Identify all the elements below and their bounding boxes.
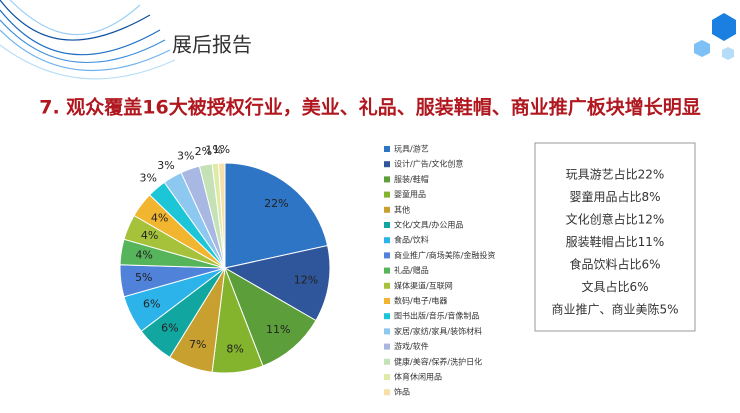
legend-swatch — [384, 282, 390, 289]
legend-label: 文化/文具/办公用品 — [394, 220, 463, 230]
note-line: 文具占比6% — [581, 279, 648, 294]
note-line: 婴童用品占比8% — [569, 189, 660, 204]
data-label: 7% — [189, 338, 206, 351]
data-label: 22% — [264, 197, 288, 210]
legend-label: 婴童用品 — [394, 189, 426, 199]
decor-wave — [0, 0, 176, 80]
data-label: 12% — [294, 274, 318, 287]
legend-swatch — [384, 146, 390, 152]
data-label: 3% — [177, 150, 194, 163]
legend-swatch — [384, 237, 390, 244]
pie-slice — [224, 162, 329, 269]
legend-swatch — [384, 176, 390, 183]
legend-label: 健康/美容/保养/洗护日化 — [394, 356, 482, 366]
note-line: 文化创意占比12% — [566, 212, 665, 227]
legend-swatch — [384, 328, 390, 335]
legend-label: 商业推广/商场美陈/金融投资 — [394, 250, 495, 260]
data-label: 3% — [140, 171, 157, 184]
legend-label: 体育休闲用品 — [394, 372, 442, 382]
legend-label: 玩具/游艺 — [394, 144, 429, 154]
legend-label: 家居/家纺/家具/装饰材料 — [394, 326, 482, 336]
pie-slice — [218, 162, 226, 269]
legend-label: 游戏/软件 — [394, 341, 429, 351]
note-line: 食品饮料占比6% — [569, 257, 660, 272]
data-label: 8% — [226, 342, 243, 355]
data-label: 4% — [151, 212, 168, 225]
data-label: 1% — [205, 144, 222, 157]
data-label: 11% — [266, 323, 290, 336]
data-label: 3% — [157, 159, 174, 172]
legend-label: 服装/鞋帽 — [394, 174, 429, 184]
data-label: 4% — [135, 248, 152, 261]
legend-label: 图书出版/音乐/音像制品 — [394, 311, 479, 321]
legend-label: 数码/电子/电器 — [394, 296, 447, 306]
note-line: 服装鞋帽占比11% — [566, 234, 665, 249]
legend-label: 礼品/赠品 — [394, 265, 429, 275]
legend-label: 媒体渠道/互联网 — [394, 280, 453, 290]
data-label: 1% — [213, 143, 230, 156]
decor-hexagons — [694, 13, 736, 60]
data-label: 6% — [143, 298, 160, 311]
legend-swatch — [384, 252, 390, 259]
legend-swatch — [384, 191, 390, 198]
legend-swatch — [384, 298, 390, 304]
data-label: 4% — [141, 229, 158, 242]
data-label: 6% — [161, 322, 178, 335]
notes-box — [534, 142, 696, 332]
legend-swatch — [384, 313, 390, 320]
legend-swatch — [384, 358, 390, 365]
slide-title: 展后报告 — [172, 33, 252, 57]
data-label: 5% — [135, 271, 152, 284]
legend-label: 设计/广告/文化创意 — [394, 159, 463, 169]
legend-swatch — [384, 389, 390, 396]
legend-swatch — [384, 374, 390, 380]
note-line: 玩具游艺占比22% — [566, 167, 665, 182]
legend-swatch — [384, 267, 390, 274]
legend-label: 食品/饮料 — [394, 235, 429, 245]
chart-title: 7. 观众覆盖16大被授权行业，美业、礼品、服装鞋帽、商业推广板块增长明显 — [39, 96, 701, 119]
note-line: 商业推广、商业美陈5% — [551, 302, 678, 317]
legend-swatch — [384, 206, 390, 213]
legend-swatch — [384, 343, 390, 350]
legend-label: 其他 — [394, 204, 410, 214]
data-label: 2% — [195, 145, 212, 158]
pie-slice — [224, 266, 317, 367]
legend-swatch — [384, 222, 390, 228]
pie-slice — [223, 244, 331, 322]
legend-swatch — [384, 161, 390, 168]
legend-label: 饰品 — [394, 387, 410, 397]
